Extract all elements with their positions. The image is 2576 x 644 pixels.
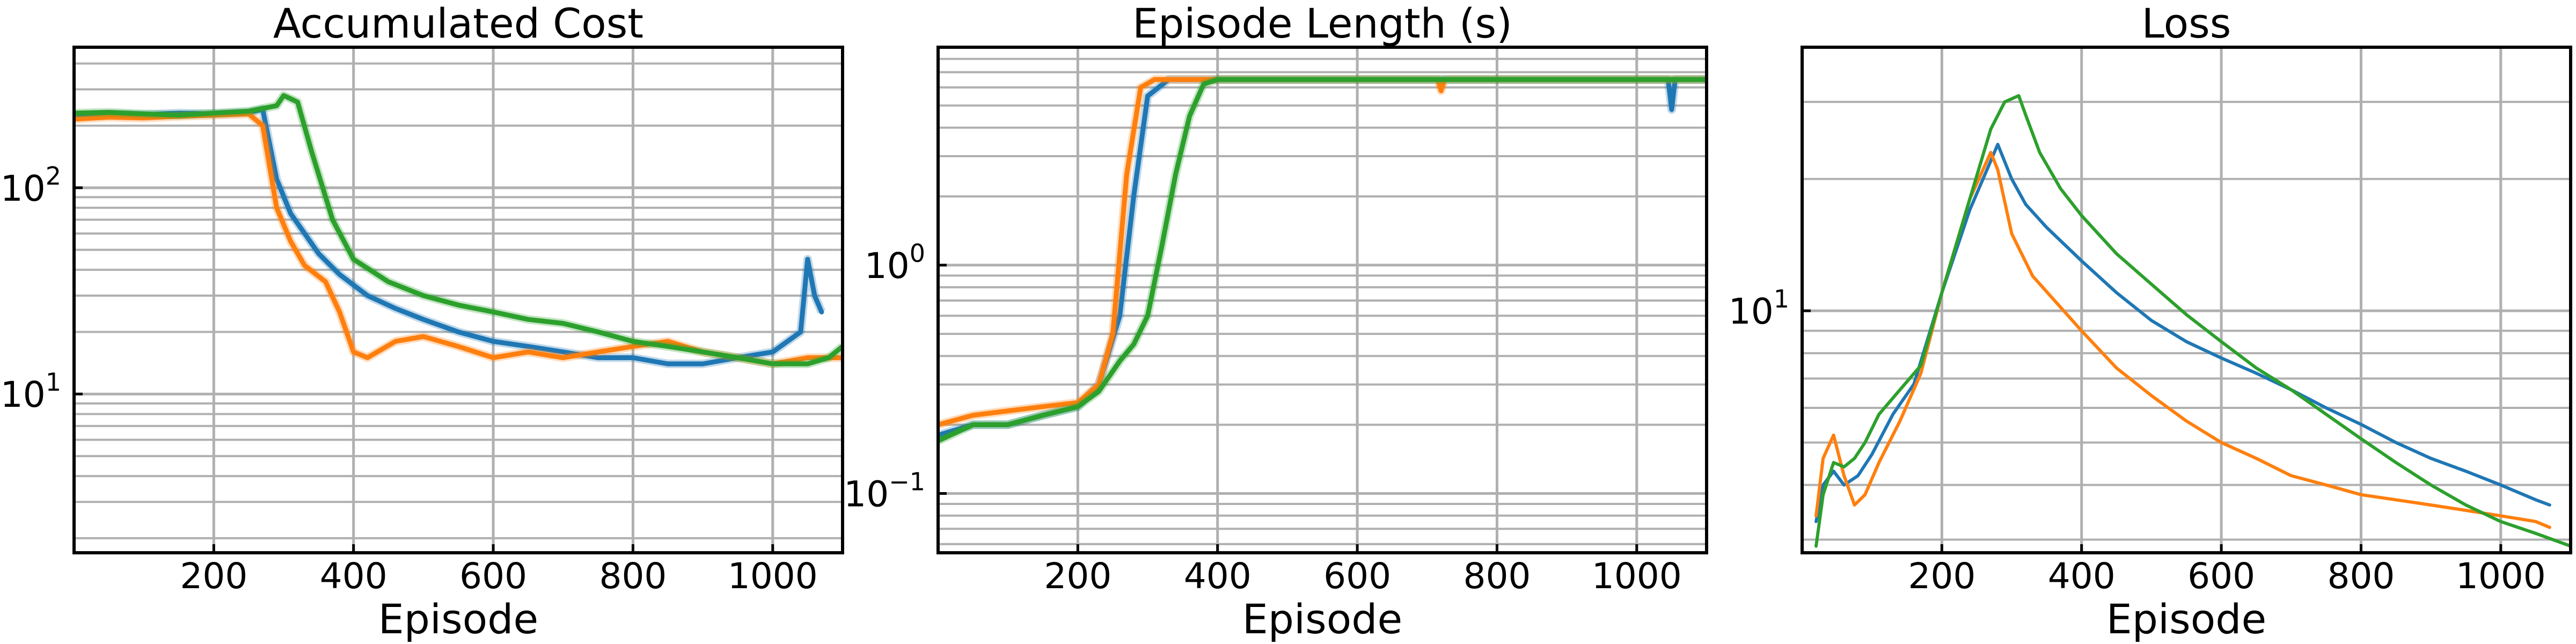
axes-frame [936,46,1708,554]
x-tick-label: 1000 [1592,555,1682,597]
chart-title: Accumulated Cost [273,0,643,47]
x-tick-label: 200 [1908,555,1975,597]
series-line-1 [938,77,1707,438]
series-band-1 [938,75,1707,440]
series-band-3 [74,91,843,368]
x-axis-label: Episode [2106,595,2266,643]
series-line-1 [1814,143,2551,523]
grid [74,47,843,553]
x-tick-label: 400 [2048,555,2116,597]
y-tick-base: 10 [1,374,46,415]
y-tick-exponent: 1 [46,368,61,397]
x-tick-label: 200 [1044,555,1111,597]
x-tick-label: 800 [2327,555,2395,597]
x-tick-label: 600 [459,555,527,597]
chart-title: Loss [2142,0,2231,47]
x-axis-label: Episode [1242,595,1402,643]
axes-frame [72,46,844,554]
chart-panel-3: 200 400 600 800 1000 101 Loss Episode [1729,0,2572,643]
x-tick-label: 1000 [2456,555,2546,597]
x-tick-label: 400 [1184,555,1252,597]
series-group [1814,94,2571,548]
y-tick-exponent: 1 [1774,284,1789,313]
y-tick-base: 10 [865,245,910,287]
series-line-3 [938,77,1707,443]
y-tick-base: 10 [844,474,889,515]
series-band-2 [74,109,843,368]
x-tick-label: 1000 [728,555,818,597]
x-tick-label: 600 [1323,555,1391,597]
series-line-2 [74,111,843,367]
x-tick-label: 800 [599,555,667,597]
y-tick-label: 101 [1,368,61,415]
series-line-2 [1814,151,2551,529]
x-tick-label: 400 [320,555,387,597]
x-tick-label: 200 [180,555,247,597]
y-tick-label: 10−1 [844,467,925,515]
series-line-1 [74,107,824,367]
y-tick-base: 10 [1729,291,1774,332]
x-tick-label: 600 [2187,555,2255,597]
y-tick-exponent: −1 [889,467,925,496]
y-tick-label: 100 [865,239,925,287]
y-tick-label: 101 [1729,284,1789,332]
grid [938,46,1707,553]
series-group [74,91,843,368]
x-tick-label: 800 [1463,555,1531,597]
y-tick-exponent: 2 [46,162,61,191]
series-line-2 [938,77,1707,427]
chart-title: Episode Length (s) [1132,0,1512,47]
series-band-3 [938,75,1707,445]
series-line-3 [74,93,843,367]
grid [1802,46,2571,553]
y-tick-label: 102 [1,162,61,209]
series-group [938,75,1707,445]
y-tick-base: 10 [1,168,46,209]
series-line-3 [1814,94,2571,548]
axes-frame [1801,46,2572,554]
y-tick-exponent: 0 [910,239,925,268]
x-axis-label: Episode [378,595,538,643]
series-band-2 [938,75,1707,429]
